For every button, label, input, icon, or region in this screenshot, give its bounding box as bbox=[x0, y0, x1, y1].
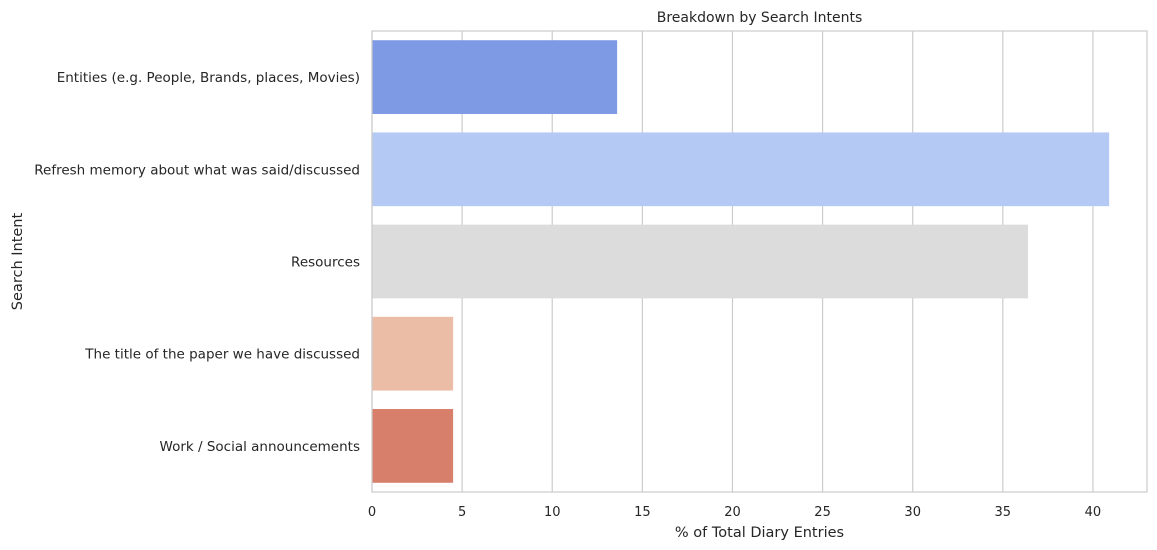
x-tick-label: 40 bbox=[1085, 505, 1102, 520]
category-labels: Entities (e.g. People, Brands, places, M… bbox=[34, 70, 360, 455]
x-tick-label: 30 bbox=[904, 505, 921, 520]
x-tick-label: 0 bbox=[368, 505, 376, 520]
x-tick-label: 10 bbox=[544, 505, 561, 520]
bar bbox=[372, 224, 1029, 299]
plot-frame bbox=[371, 30, 1148, 493]
bar bbox=[372, 40, 618, 114]
x-tick-label: 15 bbox=[634, 505, 651, 520]
chart-title: Breakdown by Search Intents bbox=[657, 10, 863, 26]
bar bbox=[372, 316, 454, 391]
category-label: Resources bbox=[291, 255, 360, 271]
category-label: Entities (e.g. People, Brands, places, M… bbox=[57, 70, 360, 86]
x-tick-label: 25 bbox=[814, 505, 831, 520]
bar bbox=[372, 132, 1110, 207]
category-label: The title of the paper we have discussed bbox=[84, 347, 360, 363]
x-tick-labels: 0 5 10 15 20 25 30 35 40 bbox=[368, 505, 1101, 520]
x-tick-label: 20 bbox=[724, 505, 741, 520]
x-tick-label: 5 bbox=[458, 505, 466, 520]
x-tick-label: 35 bbox=[995, 505, 1012, 520]
x-axis-label: % of Total Diary Entries bbox=[675, 525, 844, 541]
category-label: Work / Social announcements bbox=[160, 439, 360, 455]
bar bbox=[372, 409, 454, 483]
category-label: Refresh memory about what was said/discu… bbox=[34, 162, 360, 178]
bars bbox=[372, 40, 1110, 483]
y-axis-label: Search Intent bbox=[10, 213, 26, 311]
